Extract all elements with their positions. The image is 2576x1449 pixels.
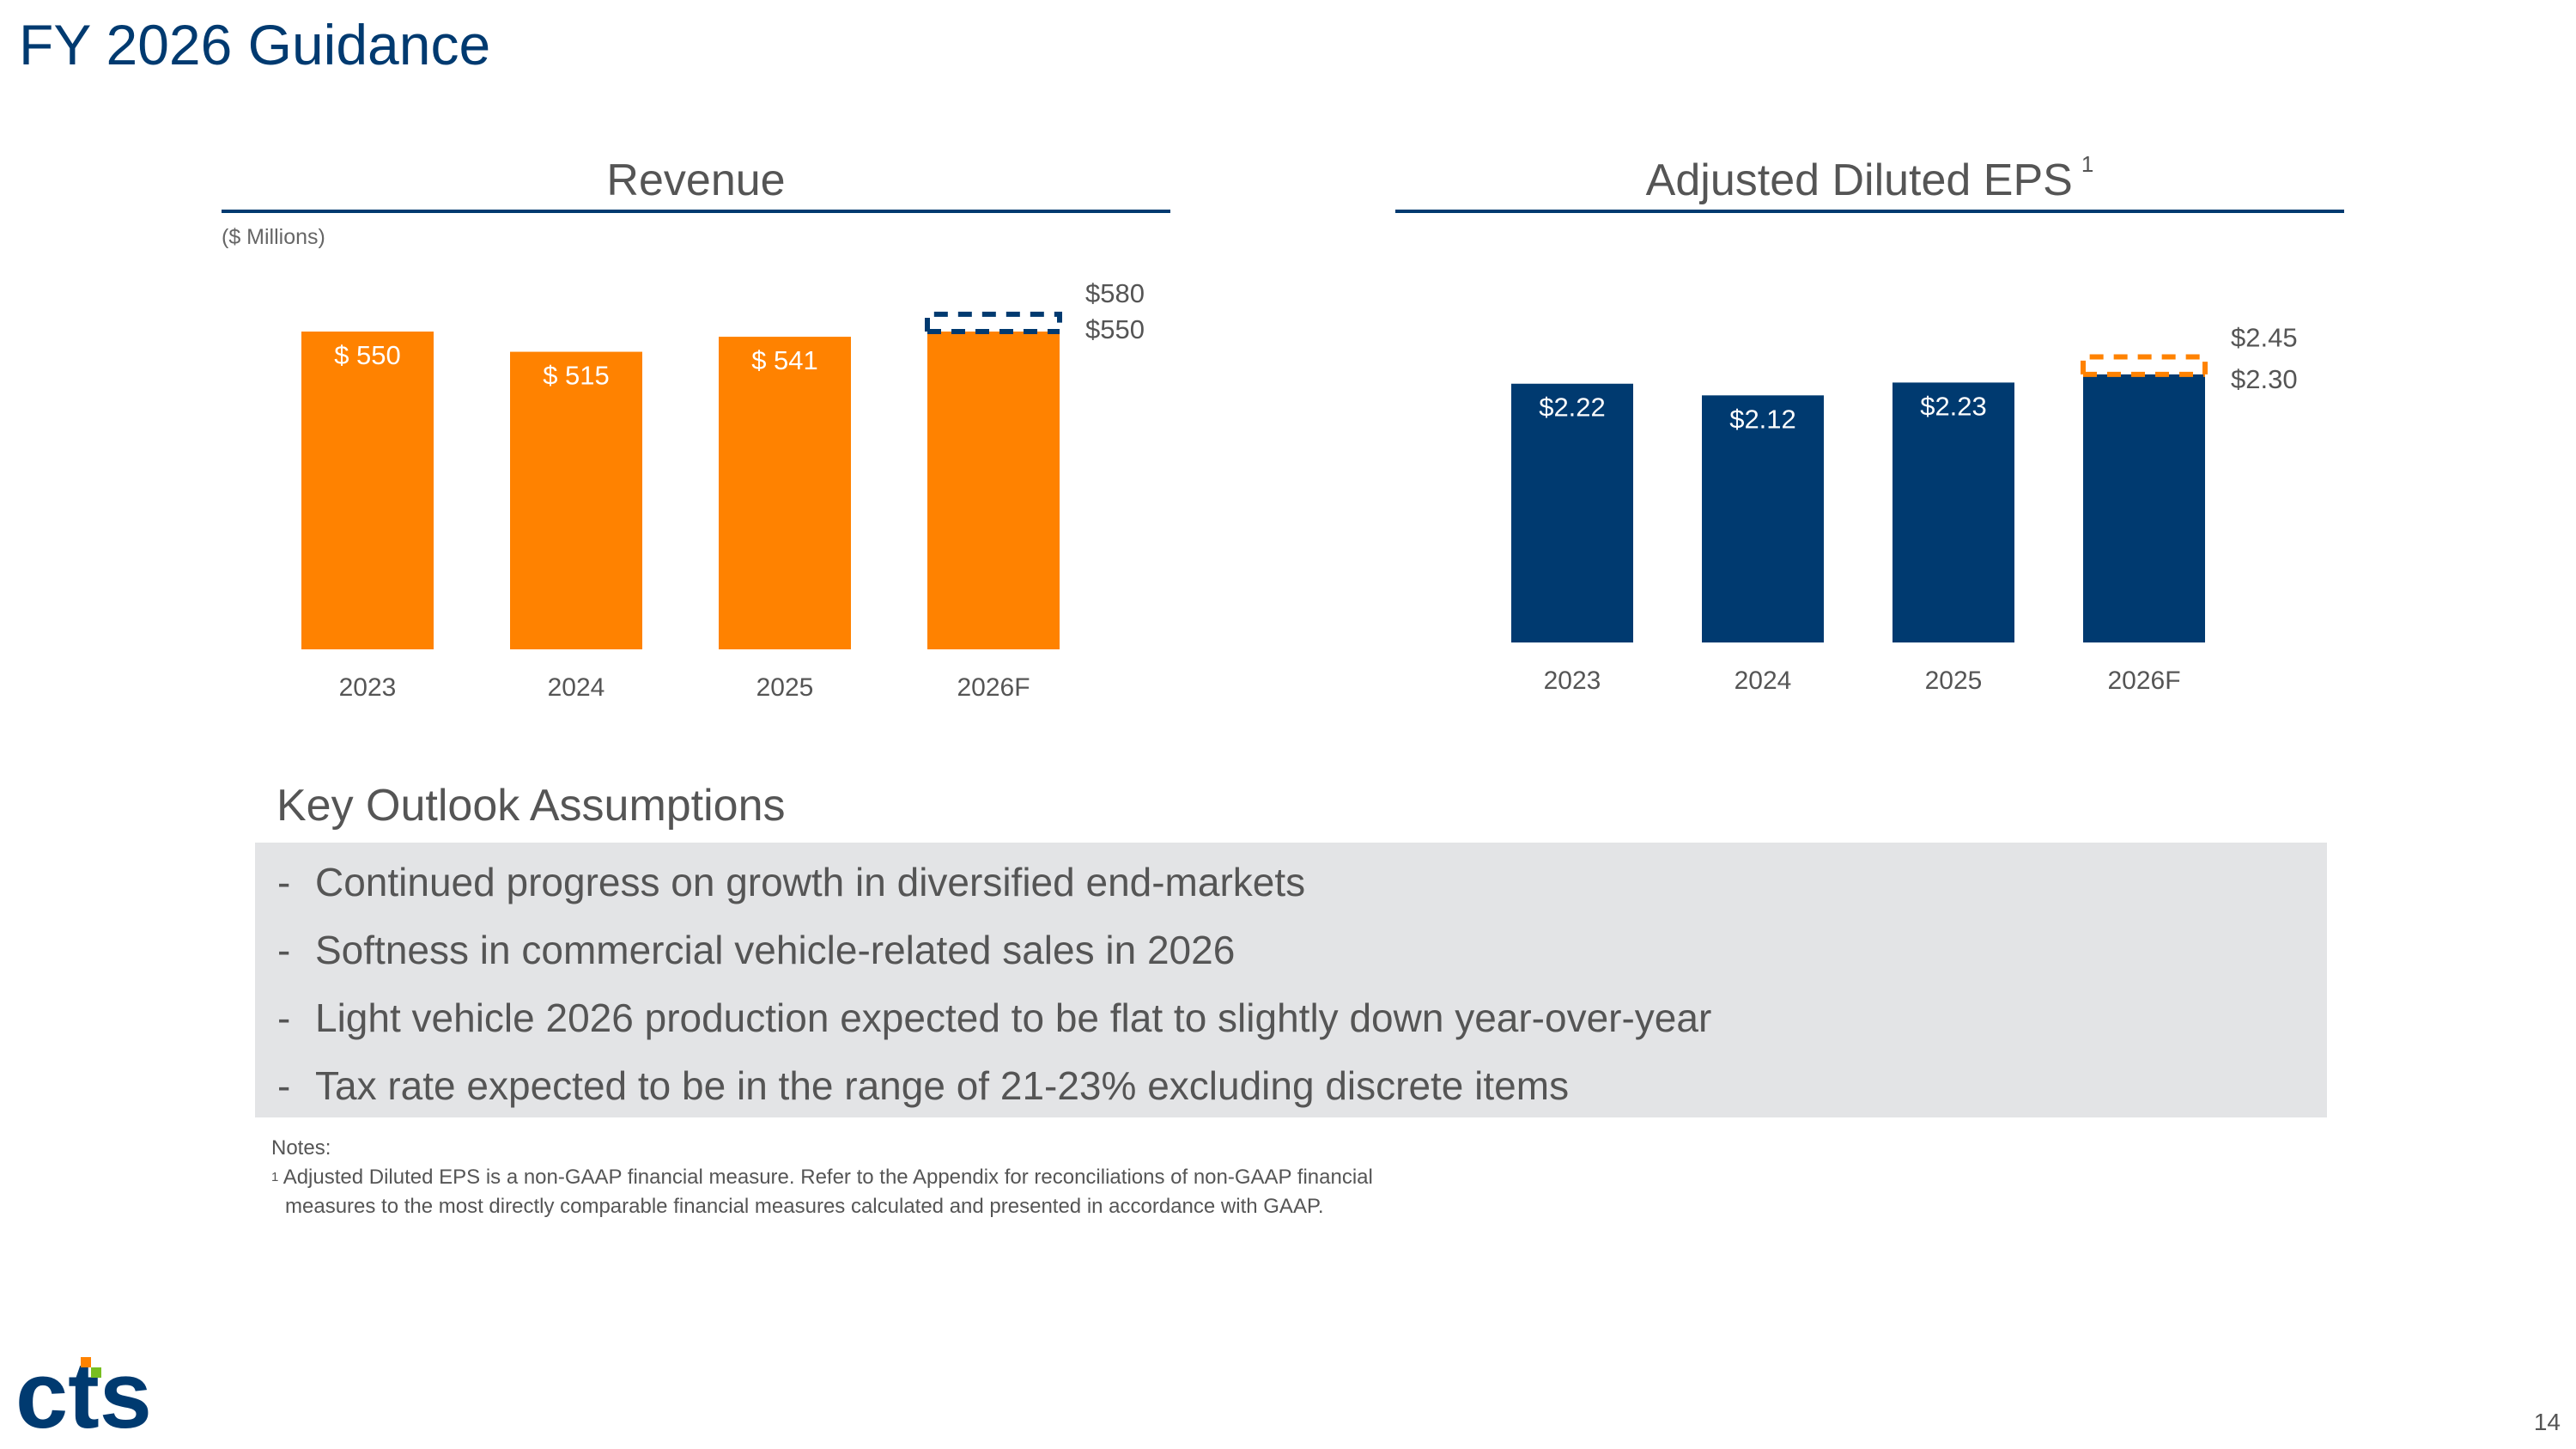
bullet-dash: - <box>277 1063 291 1108</box>
bar-2024 <box>510 351 642 649</box>
x-tick-label-2024: 2024 <box>548 673 605 702</box>
notes-line-2: measures to the most directly comparable… <box>285 1195 1324 1218</box>
x-tick-label-2023: 2023 <box>339 673 397 702</box>
x-tick-label-2024: 2024 <box>1735 667 1792 695</box>
bar-2025 <box>1893 382 2014 642</box>
data-label-2024: $2.12 <box>1729 404 1796 434</box>
revenue-title-underline <box>222 210 1170 213</box>
assumption-text: Light vehicle 2026 production expected t… <box>315 995 1712 1040</box>
revenue-chart-title-text: Revenue <box>606 155 786 205</box>
revenue-chart-title: Revenue <box>222 155 1170 206</box>
guidance-range-box <box>2081 354 2208 374</box>
data-label-2023: $2.22 <box>1539 393 1606 423</box>
data-label-2025: $2.23 <box>1920 391 1987 421</box>
bar-2023 <box>301 332 434 649</box>
revenue-bar-chart: $ 550 2023 $ 515 2024 $ 541 2025 2026F $580 $550 <box>301 278 1145 702</box>
notes-marker: 1 <box>271 1170 279 1184</box>
bar-2024 <box>1702 395 1824 642</box>
notes-line-1: 1 Adjusted Diluted EPS is a non-GAAP fin… <box>271 1163 1373 1192</box>
assumptions-panel: - Continued progress on growth in diversi… <box>255 843 2327 1117</box>
data-label-2025: $ 541 <box>751 345 818 375</box>
assumption-text: Continued progress on growth in diversif… <box>315 860 1306 904</box>
notes-block: Notes: 1 Adjusted Diluted EPS is a non-G… <box>271 1134 1373 1221</box>
x-tick-label-2025: 2025 <box>1925 667 1983 695</box>
revenue-units-label: ($ Millions) <box>222 225 325 249</box>
page-number: 14 <box>2533 1409 2561 1435</box>
assumptions-heading: Key Outlook Assumptions <box>276 781 786 831</box>
logo-orange-square <box>81 1357 91 1367</box>
page-title: FY 2026 Guidance <box>19 13 491 76</box>
data-label-2024: $ 515 <box>543 361 610 391</box>
cts-logo-icon: cts <box>15 1342 152 1448</box>
guidance-low-label: $550 <box>1085 314 1145 344</box>
assumption-item: - Continued progress on growth in diversi… <box>255 858 1305 906</box>
data-label-2023: $ 550 <box>334 340 401 370</box>
bar-2026F <box>927 332 1060 649</box>
bar-2025 <box>719 337 851 649</box>
x-tick-label-2026F: 2026F <box>2107 667 2180 695</box>
cts-logo: cts <box>15 1342 161 1448</box>
eps-title-underline <box>1395 210 2344 213</box>
notes-line-1-text: Adjusted Diluted EPS is a non-GAAP finan… <box>283 1166 1373 1189</box>
x-tick-label-2023: 2023 <box>1544 667 1601 695</box>
eps-chart-title-text: Adjusted Diluted EPS <box>1645 155 2073 205</box>
guidance-range-box <box>925 311 1062 332</box>
guidance-low-label: $2.30 <box>2231 364 2298 394</box>
assumption-text: Tax rate expected to be in the range of … <box>315 1063 1570 1108</box>
notes-heading: Notes: <box>271 1136 331 1160</box>
logo-green-square <box>91 1367 101 1378</box>
bar-2023 <box>1511 383 1633 642</box>
bullet-dash: - <box>277 995 291 1040</box>
assumption-item: - Softness in commercial vehicle-related … <box>255 926 1235 974</box>
assumption-text: Softness in commercial vehicle-related s… <box>315 928 1236 972</box>
bar-2026F <box>2083 374 2205 642</box>
eps-footnote-marker: 1 <box>2081 151 2094 177</box>
eps-bar-chart: $2.22 2023 $2.12 2024 $2.23 2025 2026F $2.45 $2.… <box>1511 323 2298 695</box>
x-tick-label-2025: 2025 <box>756 673 814 702</box>
eps-chart-title: Adjusted Diluted EPS 1 <box>1395 151 2344 206</box>
assumption-item: - Light vehicle 2026 production expected … <box>255 994 1711 1042</box>
x-tick-label-2026F: 2026F <box>957 673 1030 702</box>
assumption-item: - Tax rate expected to be in the range of… <box>255 1062 1569 1110</box>
bullet-dash: - <box>277 860 291 904</box>
guidance-high-label: $580 <box>1085 278 1145 308</box>
bullet-dash: - <box>277 928 291 972</box>
guidance-high-label: $2.45 <box>2231 323 2298 353</box>
